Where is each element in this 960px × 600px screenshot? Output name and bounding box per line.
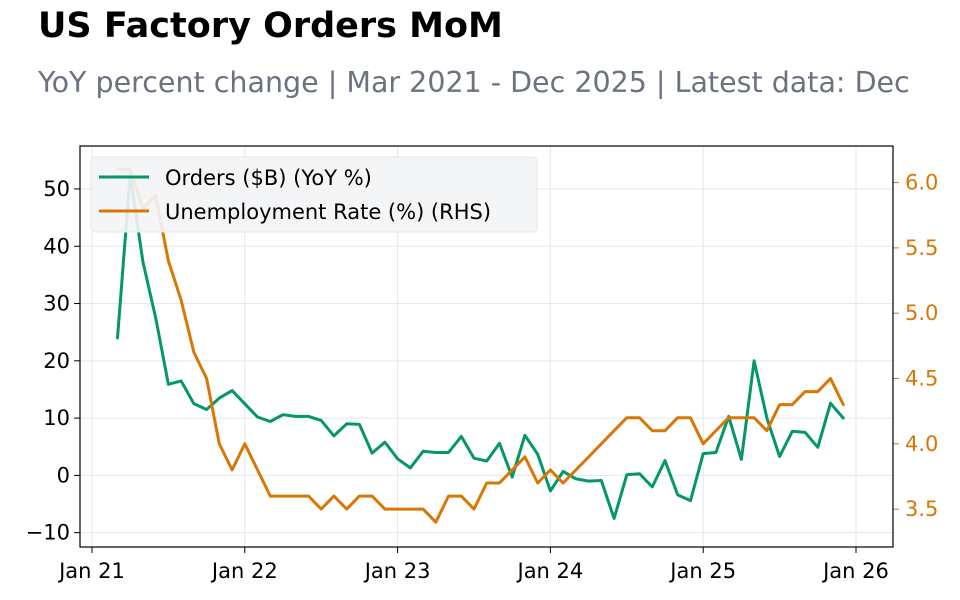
x-tick-label: Jan 24 bbox=[516, 559, 584, 583]
y-right-tick-label: 4.5 bbox=[905, 367, 938, 391]
legend-label: Unemployment Rate (%) (RHS) bbox=[165, 200, 491, 224]
legend-label: Orders ($B) (YoY %) bbox=[165, 166, 372, 190]
series-line-1 bbox=[116, 173, 845, 520]
chart-subtitle: YoY percent change | Mar 2021 - Dec 2025… bbox=[38, 66, 910, 99]
legend: Orders ($B) (YoY %) Unemployment Rate (%)… bbox=[90, 156, 538, 233]
y-right-tick-label: 6.0 bbox=[905, 171, 938, 195]
legend-box bbox=[90, 156, 538, 233]
y-left-tick-label: 40 bbox=[43, 234, 70, 258]
y-left-tick-label: 0 bbox=[57, 463, 70, 487]
x-tick-label: Jan 21 bbox=[57, 559, 125, 583]
x-tick-label: Jan 22 bbox=[210, 559, 278, 583]
x-tick-label: Jan 23 bbox=[363, 559, 431, 583]
y-left-tick-label: −10 bbox=[26, 521, 70, 545]
chart-title: US Factory Orders MoM bbox=[38, 6, 503, 46]
plot-frame bbox=[79, 145, 894, 548]
series-line-2 bbox=[116, 168, 845, 524]
y-right-tick-label: 5.0 bbox=[905, 301, 938, 325]
y-right-tick-label: 3.5 bbox=[905, 497, 938, 521]
y-left-tick-label: 20 bbox=[43, 349, 70, 373]
y-left-tick-label: 10 bbox=[43, 406, 70, 430]
y-left-tick-label: 50 bbox=[43, 177, 70, 201]
y-left-tick-label: 30 bbox=[43, 292, 70, 316]
x-tick-label: Jan 25 bbox=[668, 559, 736, 583]
x-tick-label: Jan 26 bbox=[821, 559, 889, 583]
y-right-tick-label: 4.0 bbox=[905, 432, 938, 456]
y-right-tick-label: 5.5 bbox=[905, 236, 938, 260]
